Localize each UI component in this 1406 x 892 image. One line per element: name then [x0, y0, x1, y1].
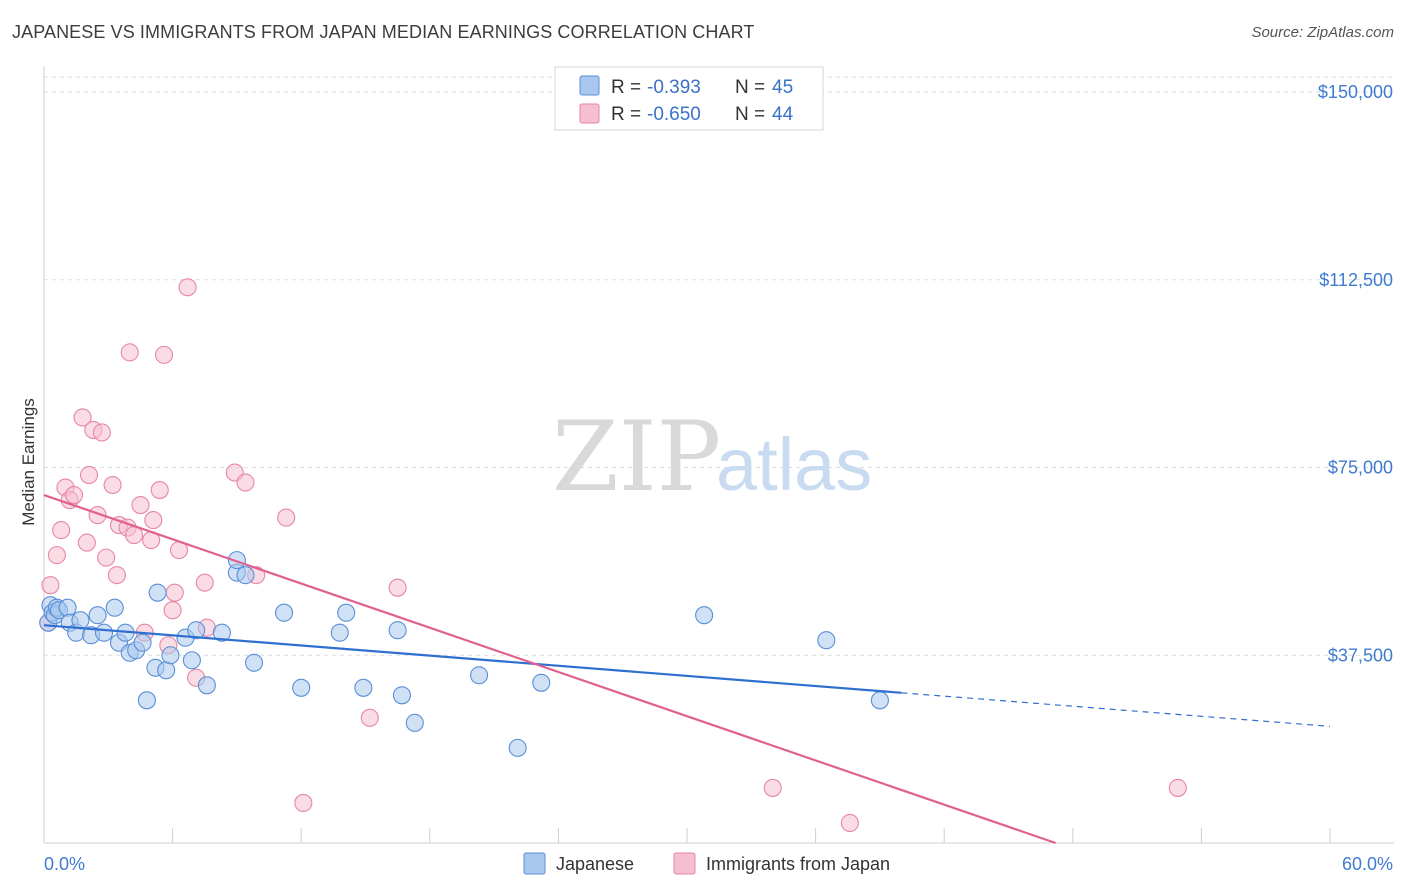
point-immigrants — [107, 566, 126, 585]
point-japanese — [275, 603, 294, 622]
point-immigrants — [120, 343, 139, 362]
legend-n-label: N = — [735, 104, 765, 125]
point-immigrants — [236, 473, 255, 492]
legend-n-label: N = — [735, 77, 765, 98]
point-japanese — [292, 678, 311, 697]
point-japanese — [88, 606, 107, 625]
x-tick-label-min: 0.0% — [44, 854, 85, 874]
trendline-japanese-extension — [901, 692, 1331, 727]
watermark-atlas: atlas — [716, 423, 872, 506]
point-japanese — [197, 676, 216, 695]
point-immigrants — [92, 423, 111, 442]
point-japanese — [161, 646, 180, 665]
point-immigrants — [840, 813, 859, 833]
chart-title: JAPANESE VS IMMIGRANTS FROM JAPAN MEDIAN… — [12, 22, 755, 42]
point-japanese — [405, 713, 424, 732]
point-japanese — [148, 583, 167, 602]
point-immigrants — [88, 506, 107, 525]
x-tick-label-max: 60.0% — [1342, 854, 1393, 874]
point-japanese — [330, 623, 349, 642]
y-tick-labels: $37,500 $75,000 $112,500 $150,000 — [1318, 82, 1393, 665]
point-japanese — [508, 738, 527, 757]
point-japanese — [105, 598, 124, 617]
trendline-immigrants — [43, 494, 1057, 845]
y-tick-label: $150,000 — [1318, 82, 1393, 102]
point-japanese — [870, 691, 889, 710]
legend-swatch-immigrants — [579, 103, 600, 124]
axis-layer — [43, 66, 1394, 844]
series-legend-label-immigrants: Immigrants from Japan — [706, 854, 890, 874]
point-japanese — [182, 651, 201, 670]
point-japanese — [133, 633, 152, 652]
point-japanese — [470, 666, 489, 685]
point-immigrants — [97, 548, 116, 567]
point-japanese — [94, 623, 114, 642]
point-japanese — [392, 686, 411, 705]
point-japanese — [58, 598, 77, 617]
point-immigrants — [294, 793, 313, 812]
point-japanese — [244, 653, 264, 672]
point-immigrants — [195, 573, 214, 592]
series-legend: Japanese Immigrants from Japan — [523, 852, 890, 875]
y-tick-label: $75,000 — [1328, 458, 1393, 478]
y-axis-label: Median Earnings — [19, 398, 38, 526]
point-immigrants — [1168, 778, 1187, 797]
point-japanese — [236, 566, 255, 585]
point-japanese — [817, 631, 836, 650]
point-japanese — [187, 621, 206, 640]
legend-n-value: 44 — [772, 104, 794, 125]
trend-layer — [43, 494, 1331, 845]
x-tick-labels: 0.0% 60.0% — [44, 854, 1393, 874]
legend-box — [554, 66, 824, 131]
point-immigrants — [41, 576, 60, 595]
point-japanese — [227, 551, 246, 570]
series-legend-swatch-japanese — [523, 852, 546, 875]
point-immigrants — [79, 465, 99, 485]
point-japanese — [532, 673, 551, 692]
legend-r-value: -0.650 — [647, 104, 701, 125]
point-immigrants — [73, 408, 92, 427]
watermark-zip: ZIP — [552, 401, 721, 513]
point-immigrants — [163, 601, 182, 620]
point-immigrants — [165, 583, 184, 602]
series-legend-label-japanese: Japanese — [556, 854, 634, 874]
point-japanese — [354, 678, 373, 697]
point-immigrants — [388, 578, 407, 597]
point-immigrants — [150, 480, 169, 500]
y-tick-label: $112,500 — [1319, 270, 1393, 290]
point-japanese — [212, 623, 231, 642]
point-japanese — [71, 611, 90, 630]
point-immigrants — [277, 508, 296, 527]
point-immigrants — [64, 485, 84, 505]
legend-swatch-japanese — [579, 75, 600, 96]
point-immigrants — [763, 778, 782, 797]
legend-r-label: R = — [611, 104, 641, 125]
point-immigrants — [103, 475, 122, 495]
legend-n-value: 45 — [772, 77, 793, 98]
point-immigrants — [144, 511, 163, 530]
point-immigrants — [47, 546, 66, 565]
point-immigrants — [52, 521, 71, 540]
point-japanese — [388, 621, 407, 640]
point-immigrants — [360, 708, 379, 727]
point-japanese — [157, 661, 176, 680]
source-label: Source: ZipAtlas.com — [1251, 24, 1394, 41]
point-japanese — [137, 691, 156, 710]
series-legend-swatch-immigrants — [673, 852, 696, 875]
point-japanese — [695, 606, 714, 625]
correlation-legend: R = -0.393 N = 45 R = -0.650 N = 44 — [554, 66, 824, 131]
point-immigrants — [178, 278, 197, 297]
point-immigrants — [154, 345, 174, 364]
point-japanese — [337, 603, 356, 622]
legend-r-label: R = — [611, 77, 641, 98]
point-immigrants — [131, 496, 150, 515]
legend-r-value: -0.393 — [647, 77, 701, 98]
watermark: ZIP atlas — [552, 401, 872, 513]
points-layer — [39, 278, 1187, 833]
point-immigrants — [77, 533, 96, 552]
trendline-japanese — [43, 624, 902, 694]
y-tick-label: $37,500 — [1328, 645, 1393, 665]
